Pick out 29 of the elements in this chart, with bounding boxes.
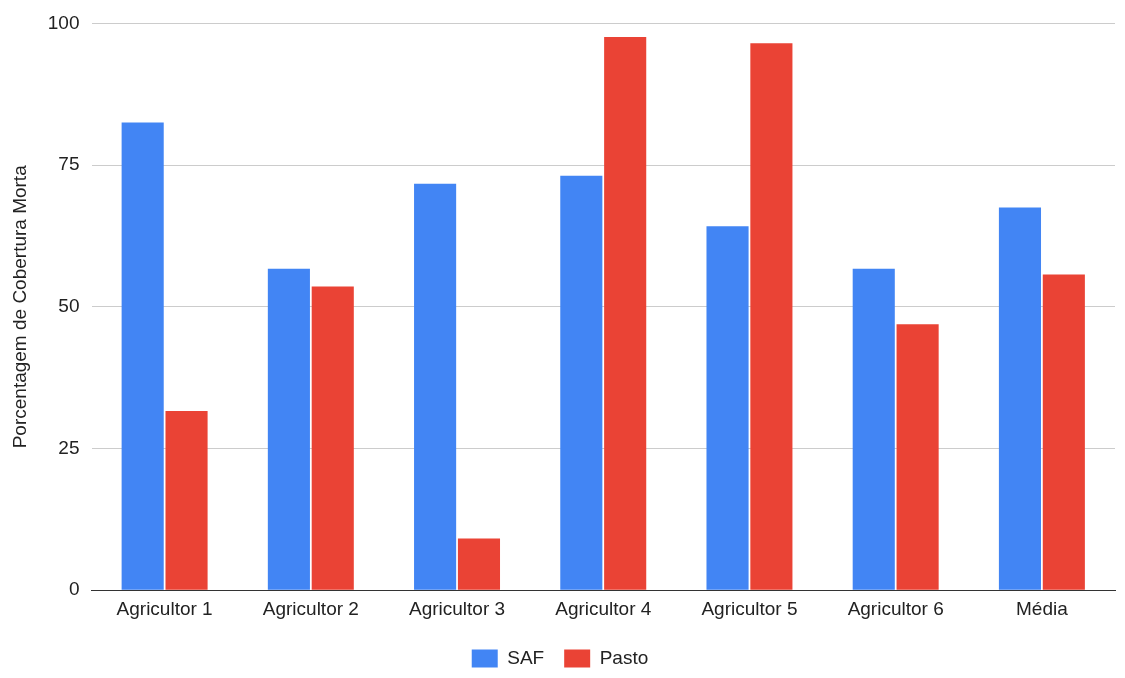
bar <box>706 226 749 590</box>
bar <box>750 43 793 590</box>
legend-label: SAF <box>507 646 545 668</box>
bar <box>414 183 457 590</box>
bar <box>457 538 501 590</box>
x-tick-label: Média <box>1016 597 1069 619</box>
y-axis-title: Porcentagem de Cobertura Morta <box>8 164 30 449</box>
x-tick-label: Agricultor 4 <box>555 597 652 619</box>
y-tick-label: 50 <box>58 295 80 317</box>
y-tick-label: 100 <box>47 11 80 33</box>
x-tick-label: Agricultor 6 <box>847 597 944 619</box>
bar <box>852 268 895 590</box>
bar <box>267 268 310 590</box>
bar <box>604 37 647 590</box>
bar <box>1042 274 1085 590</box>
y-tick-label: 0 <box>68 578 80 600</box>
x-tick-label: Agricultor 2 <box>262 597 359 619</box>
bar <box>896 324 939 590</box>
x-tick-label: Agricultor 3 <box>408 597 506 619</box>
bar <box>998 207 1042 590</box>
x-tick-label: Agricultor 5 <box>701 597 798 619</box>
legend-label: Pasto <box>599 646 649 668</box>
bar <box>121 122 164 590</box>
bar <box>165 411 208 590</box>
y-tick-label: 25 <box>58 436 80 458</box>
bar <box>311 286 354 590</box>
x-tick-label: Agricultor 1 <box>116 597 213 619</box>
bar <box>560 175 603 590</box>
y-tick-label: 75 <box>58 153 80 175</box>
